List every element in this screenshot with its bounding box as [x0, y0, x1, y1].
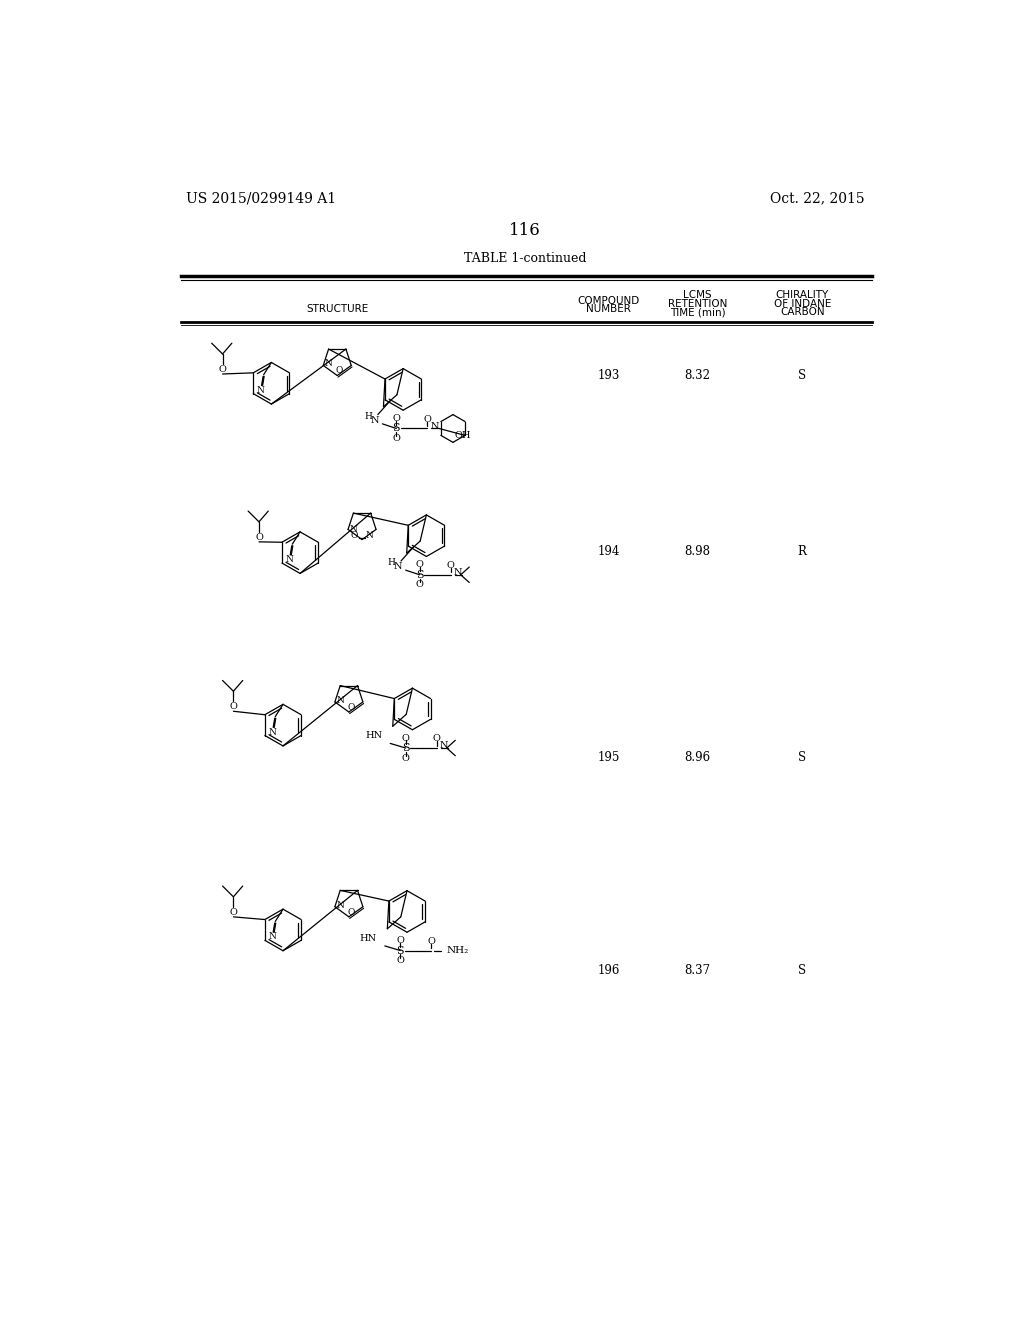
Text: N: N [286, 556, 293, 564]
Text: 195: 195 [597, 751, 620, 764]
Text: S: S [396, 945, 404, 956]
Text: CARBON: CARBON [780, 308, 824, 317]
Text: O: O [416, 560, 424, 569]
Text: 8.32: 8.32 [685, 370, 711, 381]
Text: S: S [392, 424, 400, 433]
Text: N: N [430, 421, 438, 430]
Text: N: N [268, 932, 276, 941]
Text: 196: 196 [597, 964, 620, 977]
Text: O: O [392, 414, 400, 422]
Text: O: O [401, 754, 410, 763]
Text: S: S [416, 570, 424, 579]
Text: O: O [424, 414, 431, 424]
Text: OF INDANE: OF INDANE [773, 298, 830, 309]
Text: HN: HN [359, 933, 377, 942]
Text: O: O [433, 734, 440, 743]
Text: TIME (min): TIME (min) [670, 308, 725, 317]
Text: N: N [336, 900, 344, 909]
Text: O: O [229, 908, 238, 916]
Text: O: O [446, 561, 455, 570]
Text: N: N [371, 416, 379, 425]
Text: O: O [416, 581, 424, 589]
Text: LCMS: LCMS [683, 290, 712, 301]
Text: CHIRALITY: CHIRALITY [775, 290, 828, 301]
Text: O: O [350, 531, 358, 540]
Text: 116: 116 [509, 222, 541, 239]
Text: N: N [349, 525, 357, 535]
Text: N: N [268, 727, 276, 737]
Text: S: S [798, 370, 806, 381]
Text: O: O [392, 434, 400, 444]
Text: O: O [347, 908, 355, 916]
Text: O: O [401, 734, 410, 743]
Text: O: O [396, 956, 404, 965]
Text: N: N [393, 562, 402, 570]
Text: NUMBER: NUMBER [586, 305, 631, 314]
Text: S: S [798, 751, 806, 764]
Text: R: R [798, 545, 807, 557]
Text: 193: 193 [597, 370, 620, 381]
Text: 194: 194 [597, 545, 620, 557]
Text: COMPOUND: COMPOUND [578, 296, 640, 306]
Text: N: N [366, 531, 374, 540]
Text: N: N [336, 696, 344, 705]
Text: N: N [454, 568, 462, 577]
Text: O: O [229, 702, 238, 711]
Text: H: H [365, 412, 373, 421]
Text: 8.98: 8.98 [685, 545, 711, 557]
Text: 8.96: 8.96 [685, 751, 711, 764]
Text: HN: HN [366, 731, 382, 741]
Text: 8.37: 8.37 [685, 964, 711, 977]
Text: N: N [257, 385, 264, 395]
Text: O: O [427, 937, 435, 946]
Text: O: O [347, 704, 355, 711]
Text: RETENTION: RETENTION [668, 298, 727, 309]
Text: N: N [325, 359, 333, 368]
Text: H: H [388, 558, 395, 568]
Text: S: S [798, 964, 806, 977]
Text: STRUCTURE: STRUCTURE [306, 304, 369, 314]
Text: Oct. 22, 2015: Oct. 22, 2015 [770, 191, 864, 206]
Text: O: O [218, 364, 226, 374]
Text: TABLE 1-continued: TABLE 1-continued [464, 252, 586, 265]
Text: OH: OH [455, 430, 471, 440]
Text: US 2015/0299149 A1: US 2015/0299149 A1 [186, 191, 336, 206]
Text: O: O [396, 936, 404, 945]
Text: O: O [255, 533, 263, 541]
Text: N: N [439, 742, 447, 750]
Text: S: S [401, 743, 410, 752]
Text: NH₂: NH₂ [446, 946, 469, 956]
Text: O: O [336, 367, 343, 375]
